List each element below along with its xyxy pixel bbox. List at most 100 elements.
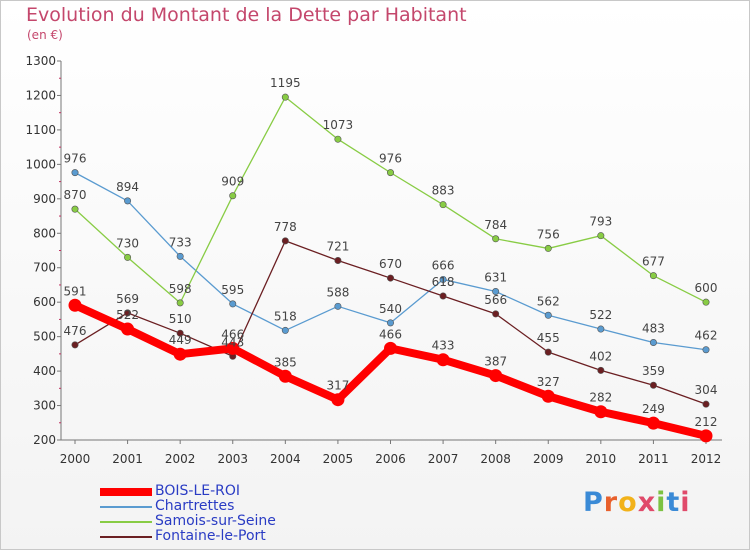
- logo-letter: o: [618, 487, 638, 518]
- data-point: [278, 369, 292, 383]
- data-label: 677: [642, 255, 665, 269]
- data-label: 631: [484, 271, 507, 285]
- data-label: 588: [326, 285, 349, 299]
- data-label: 730: [116, 236, 139, 250]
- data-label: 976: [64, 152, 87, 166]
- data-label: 212: [695, 415, 718, 429]
- y-tick-label: 500: [33, 330, 56, 344]
- data-label: 522: [116, 308, 139, 322]
- data-label: 359: [642, 364, 665, 378]
- data-point: [176, 299, 184, 307]
- data-point: [436, 353, 450, 367]
- data-label: 518: [274, 309, 297, 323]
- data-point: [173, 347, 187, 361]
- data-point: [121, 322, 135, 336]
- data-point: [68, 298, 82, 312]
- y-tick-label: 600: [33, 295, 56, 309]
- data-label: 721: [326, 239, 349, 253]
- data-label: 455: [537, 331, 560, 345]
- y-tick-label: 900: [33, 192, 56, 206]
- data-label: 595: [221, 283, 244, 297]
- legend-swatch: [100, 488, 152, 496]
- x-tick-label: 2002: [165, 452, 196, 466]
- legend-label: Chartrettes: [155, 498, 235, 514]
- logo-letter: i: [680, 487, 691, 518]
- data-point: [331, 393, 345, 407]
- data-point: [439, 201, 447, 209]
- data-point: [646, 416, 660, 430]
- logo-letter: i: [656, 487, 667, 518]
- data-point: [334, 256, 342, 264]
- data-point: [386, 274, 394, 282]
- data-label: 462: [695, 329, 718, 343]
- logo-letter: P: [583, 487, 604, 518]
- data-point: [649, 272, 657, 280]
- data-point: [281, 326, 289, 334]
- data-label: 976: [379, 152, 402, 166]
- x-tick-label: 2001: [112, 452, 143, 466]
- legend-label: Samois-sur-Seine: [155, 513, 276, 529]
- data-point: [281, 93, 289, 101]
- data-point: [334, 302, 342, 310]
- data-label: 756: [537, 227, 560, 241]
- data-point: [597, 366, 605, 374]
- data-label: 510: [169, 312, 192, 326]
- data-point: [176, 329, 184, 337]
- data-label: 618: [432, 275, 455, 289]
- data-point: [492, 310, 500, 318]
- data-label: 598: [169, 282, 192, 296]
- data-label: 282: [589, 391, 612, 405]
- data-point: [71, 205, 79, 213]
- data-point: [597, 325, 605, 333]
- legend-label: BOIS-LE-ROI: [155, 483, 241, 499]
- data-label: 327: [537, 375, 560, 389]
- data-label: 909: [221, 175, 244, 189]
- y-tick-label: 400: [33, 364, 56, 378]
- data-label: 733: [169, 235, 192, 249]
- data-label: 1195: [270, 76, 301, 90]
- data-point: [226, 341, 240, 355]
- data-label: 793: [589, 215, 612, 229]
- data-point: [544, 244, 552, 252]
- data-label: 317: [326, 379, 349, 393]
- data-point: [176, 252, 184, 260]
- data-label: 600: [695, 281, 718, 295]
- x-tick-label: 2009: [533, 452, 564, 466]
- data-label: 883: [432, 184, 455, 198]
- data-point: [124, 309, 132, 317]
- data-point: [649, 381, 657, 389]
- data-label: 402: [589, 349, 612, 363]
- data-label: 1073: [323, 118, 354, 132]
- data-point: [229, 192, 237, 200]
- x-tick-label: 2008: [480, 452, 511, 466]
- y-tick-label: 1300: [25, 54, 56, 68]
- data-point: [492, 235, 500, 243]
- data-label: 483: [642, 321, 665, 335]
- y-tick-label: 700: [33, 261, 56, 275]
- data-point: [702, 400, 710, 408]
- data-label: 433: [432, 339, 455, 353]
- data-label: 540: [379, 302, 402, 316]
- data-label: 387: [484, 355, 507, 369]
- x-tick-label: 2007: [428, 452, 459, 466]
- data-point: [386, 319, 394, 327]
- data-label: 522: [589, 308, 612, 322]
- data-point: [489, 369, 503, 383]
- data-label: 466: [221, 327, 244, 341]
- series-line: [74, 96, 707, 304]
- data-point: [439, 292, 447, 300]
- chart-subtitle: (en €): [27, 28, 63, 42]
- data-label: 385: [274, 355, 297, 369]
- data-point: [541, 389, 555, 403]
- x-tick-label: 2011: [638, 452, 669, 466]
- data-label: 666: [432, 258, 455, 272]
- y-tick-label: 1100: [25, 123, 56, 137]
- y-tick-label: 1000: [25, 157, 56, 171]
- y-tick-label: 800: [33, 226, 56, 240]
- data-label: 591: [64, 284, 87, 298]
- x-tick-label: 2005: [323, 452, 354, 466]
- data-label: 778: [274, 220, 297, 234]
- data-label: 670: [379, 257, 402, 271]
- data-point: [229, 300, 237, 308]
- data-point: [124, 253, 132, 261]
